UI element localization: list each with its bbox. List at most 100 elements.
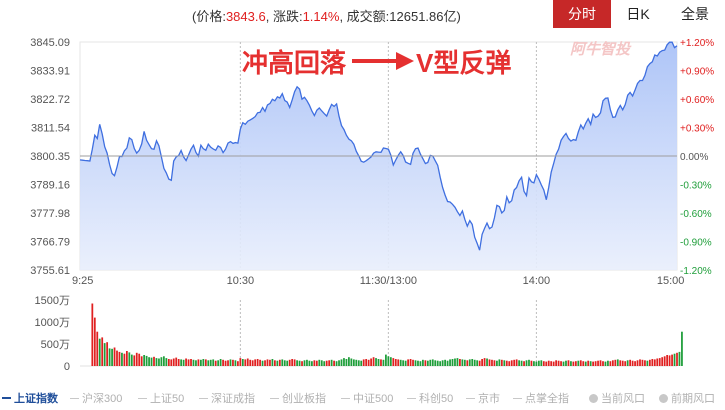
y-right-tick-label: 0.00% [680, 152, 708, 163]
y-tick-label: 3811.54 [31, 123, 70, 135]
volume-bar [681, 331, 683, 366]
volume-bar [266, 359, 269, 366]
volume-bar [202, 359, 205, 366]
annotation-text: 冲高回落 [242, 48, 347, 78]
volume-bar [508, 361, 511, 366]
volume-bar [269, 359, 271, 366]
price-label: (价格: [192, 9, 226, 24]
volume-bar [616, 359, 619, 366]
volume-bar [399, 359, 402, 366]
volume-bar [116, 350, 118, 366]
volume-bar [582, 361, 585, 366]
volume-bar [271, 359, 274, 366]
volume-bar [93, 317, 96, 366]
volume-bar [510, 360, 513, 366]
volume-bar [298, 360, 301, 366]
volume-bar [355, 359, 358, 366]
tab-daily-k[interactable]: 日K [626, 6, 650, 22]
volume-bar [461, 359, 464, 366]
volume-bar [671, 354, 673, 366]
volume-bar [160, 357, 163, 366]
volume-bar [414, 360, 417, 366]
volume-bar [621, 360, 624, 366]
volume-bar [241, 359, 244, 366]
tab-panorama[interactable]: 全景 [681, 6, 709, 22]
volume-bar [259, 359, 261, 366]
volume-bar [466, 360, 469, 366]
volume-bar [646, 360, 649, 366]
volume-bar [515, 359, 518, 366]
volume-bar [365, 359, 368, 366]
volume-bar [278, 359, 281, 366]
volume-bar [431, 359, 434, 366]
legend-item-zz500[interactable]: 中证500 [341, 390, 393, 406]
volume-bar [167, 359, 170, 366]
volume-bar [624, 361, 627, 366]
volume-tick-label: 1500万 [35, 295, 70, 307]
annotation-text: V型反弹 [416, 48, 511, 78]
tab-intraday[interactable]: 分时 [553, 0, 611, 28]
legend-item-sz50[interactable]: 上证50 [138, 390, 184, 406]
volume-bar [471, 359, 474, 366]
volume-bar [436, 360, 439, 366]
volume-bar [362, 359, 365, 366]
volume-bar [678, 351, 681, 366]
legend-item-hs300[interactable]: 沪深300 [70, 390, 122, 406]
volume-bar [385, 354, 387, 366]
x-tick-label: 15:00 [657, 275, 685, 287]
volume-bar [419, 361, 422, 366]
volume-bar [572, 361, 575, 366]
volume-bar [661, 357, 664, 366]
volume-bar [325, 360, 328, 366]
volume-bar [145, 355, 148, 366]
legend-item-dzqz[interactable]: 点掌全指 [513, 390, 569, 406]
y-tick-label: 3822.72 [30, 94, 70, 106]
intraday-chart: 阿牛智投 冲高回落 V型反弹 3845.09 3833.91 3822.72 3811.5… [30, 37, 714, 373]
legend-item-cyb[interactable]: 创业板指 [270, 390, 326, 406]
volume-bar [607, 360, 609, 366]
volume-bar [609, 361, 612, 366]
volume-bar [602, 361, 604, 366]
volume-bar [367, 359, 370, 366]
volume-bar [456, 358, 459, 366]
volume-tick-label: 1000万 [35, 317, 70, 329]
legend-item-kc50[interactable]: 科创50 [407, 390, 453, 406]
volume-bar [444, 359, 446, 366]
volume-bar [658, 358, 661, 366]
volume-bar [303, 360, 306, 366]
y-tick-label: 3800.35 [30, 151, 70, 163]
index-legend: 上证指数 沪深300 上证50 深证成指 创业板指 中证500 科创50 京市 … [0, 388, 725, 408]
legend-item-szcz[interactable]: 深证成指 [199, 390, 255, 406]
volume-bar [286, 360, 289, 366]
volume-bar [570, 361, 572, 366]
y-tick-label: 3755.61 [30, 265, 70, 277]
volume-bar [476, 360, 479, 366]
volume-bar [207, 360, 210, 366]
volume-bar [523, 361, 525, 366]
legend-item-sh[interactable]: 上证指数 [2, 390, 58, 406]
volume-bar [520, 360, 523, 366]
volume-bar [666, 355, 669, 366]
legend-item-current-hotspot[interactable]: 当前风口 [589, 390, 645, 406]
volume-bar [315, 360, 318, 366]
volume-bar [473, 359, 476, 366]
volume-bar [545, 361, 548, 366]
volume-bar [483, 358, 486, 366]
volume-bar [496, 360, 498, 366]
volume-bar [673, 353, 676, 366]
volume-bar [229, 359, 232, 366]
volume-bar [639, 359, 641, 366]
volume-bar [557, 360, 560, 366]
volume-bar [125, 351, 128, 366]
legend-item-jingshi[interactable]: 京市 [466, 390, 500, 406]
volume-bar [219, 359, 222, 366]
volume-bar [629, 359, 632, 366]
volume-bar [634, 361, 636, 366]
legend-item-previous-hotspot[interactable]: 前期风口 [659, 390, 715, 406]
volume-bar [555, 360, 558, 366]
volume-bar [291, 359, 294, 366]
y-right-tick-label: +1.20% [680, 38, 714, 49]
volume-bar [224, 360, 227, 366]
volume-bar [676, 352, 678, 366]
volume-bar [402, 360, 405, 366]
